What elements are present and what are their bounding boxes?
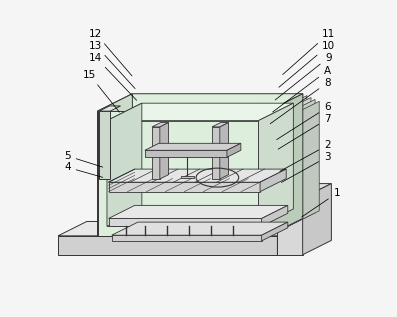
Polygon shape [262,222,288,241]
Polygon shape [58,222,306,236]
Text: 10: 10 [279,41,335,87]
Polygon shape [58,236,278,255]
Polygon shape [107,103,293,121]
Text: A: A [273,66,331,112]
Polygon shape [220,123,229,179]
Polygon shape [107,121,258,226]
Text: 3: 3 [281,152,331,182]
Polygon shape [212,123,229,127]
Text: 5: 5 [64,151,103,167]
Text: 7: 7 [278,114,331,149]
Polygon shape [112,222,288,235]
Polygon shape [108,205,288,218]
Polygon shape [108,169,286,182]
Polygon shape [268,94,303,236]
Polygon shape [272,96,307,234]
Text: 9: 9 [275,53,332,100]
Polygon shape [160,123,169,179]
Text: 6: 6 [277,102,331,140]
Text: 12: 12 [89,29,132,76]
Text: 13: 13 [89,41,135,88]
Polygon shape [108,218,262,226]
Polygon shape [152,127,160,179]
Polygon shape [152,123,169,127]
Polygon shape [145,143,241,150]
Polygon shape [268,94,303,236]
Polygon shape [284,101,319,228]
Polygon shape [278,222,306,255]
Polygon shape [99,111,110,179]
Polygon shape [227,143,241,157]
Polygon shape [212,127,220,179]
Text: 11: 11 [283,29,335,74]
Polygon shape [276,98,311,232]
Polygon shape [98,94,132,236]
Text: 15: 15 [83,70,119,112]
Polygon shape [181,177,195,178]
Text: 2: 2 [280,140,331,171]
Polygon shape [258,103,293,226]
Polygon shape [280,100,315,230]
Polygon shape [262,205,288,226]
Polygon shape [107,103,142,226]
Polygon shape [98,111,268,236]
Polygon shape [145,150,227,157]
Polygon shape [99,106,121,111]
Text: 14: 14 [89,53,137,100]
Text: 1: 1 [302,188,340,217]
Polygon shape [278,198,303,255]
Text: 8: 8 [270,78,331,124]
Text: 4: 4 [64,162,103,177]
Polygon shape [108,182,260,192]
Polygon shape [278,184,331,198]
Polygon shape [112,235,262,241]
Polygon shape [260,169,286,192]
Polygon shape [303,184,331,255]
Polygon shape [98,94,303,111]
